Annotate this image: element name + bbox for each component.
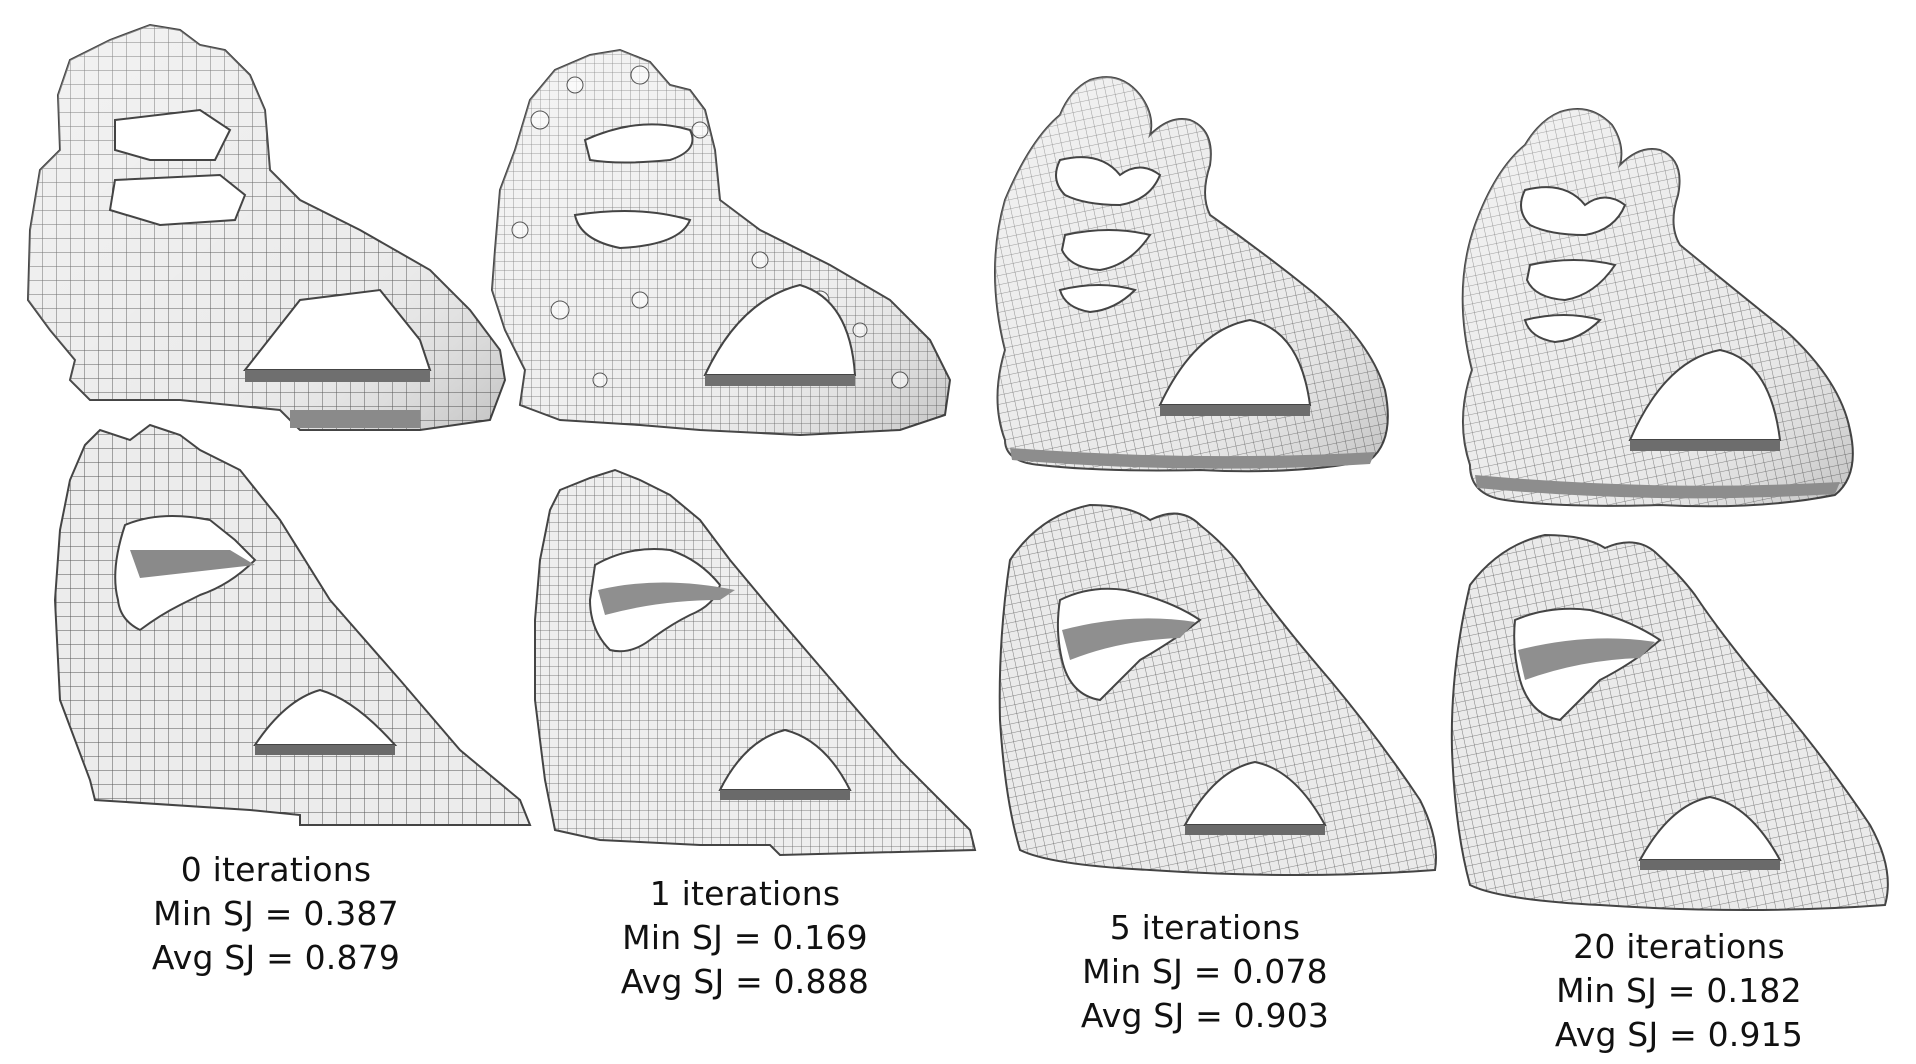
caption-20-iterations: 20 iterations Min SJ = 0.182 Avg SJ = 0.…	[1519, 925, 1839, 1057]
mesh-3d-5-iterations	[994, 76, 1389, 473]
mesh-3d-20-iterations	[1461, 108, 1854, 508]
cross-section-5-iterations	[998, 503, 1437, 876]
min-sj-label: Min SJ = 0.169	[622, 918, 868, 957]
iterations-label: 1 iterations	[649, 874, 841, 913]
iterations-label: 0 iterations	[180, 850, 372, 889]
avg-sj-label: Avg SJ = 0.903	[1080, 996, 1330, 1035]
avg-sj-label: Avg SJ = 0.879	[151, 938, 401, 977]
iterations-label: 20 iterations	[1573, 927, 1785, 966]
min-sj-label: Min SJ = 0.182	[1556, 971, 1802, 1010]
iterations-label: 5 iterations	[1109, 908, 1301, 947]
avg-sj-label: Avg SJ = 0.888	[620, 962, 870, 1001]
avg-sj-label: Avg SJ = 0.915	[1554, 1015, 1804, 1054]
mesh-3d-0-iterations	[26, 23, 507, 431]
min-sj-label: Min SJ = 0.078	[1082, 952, 1328, 991]
mesh-3d-1-iterations	[490, 48, 952, 437]
cross-section-20-iterations	[1450, 533, 1889, 911]
caption-5-iterations: 5 iterations Min SJ = 0.078 Avg SJ = 0.9…	[1045, 906, 1365, 1038]
caption-0-iterations: 0 iterations Min SJ = 0.387 Avg SJ = 0.8…	[116, 848, 436, 980]
min-sj-label: Min SJ = 0.387	[153, 894, 399, 933]
cross-section-0-iterations	[53, 423, 532, 826]
cross-section-1-iterations	[534, 468, 977, 857]
caption-1-iterations: 1 iterations Min SJ = 0.169 Avg SJ = 0.8…	[585, 872, 905, 1004]
